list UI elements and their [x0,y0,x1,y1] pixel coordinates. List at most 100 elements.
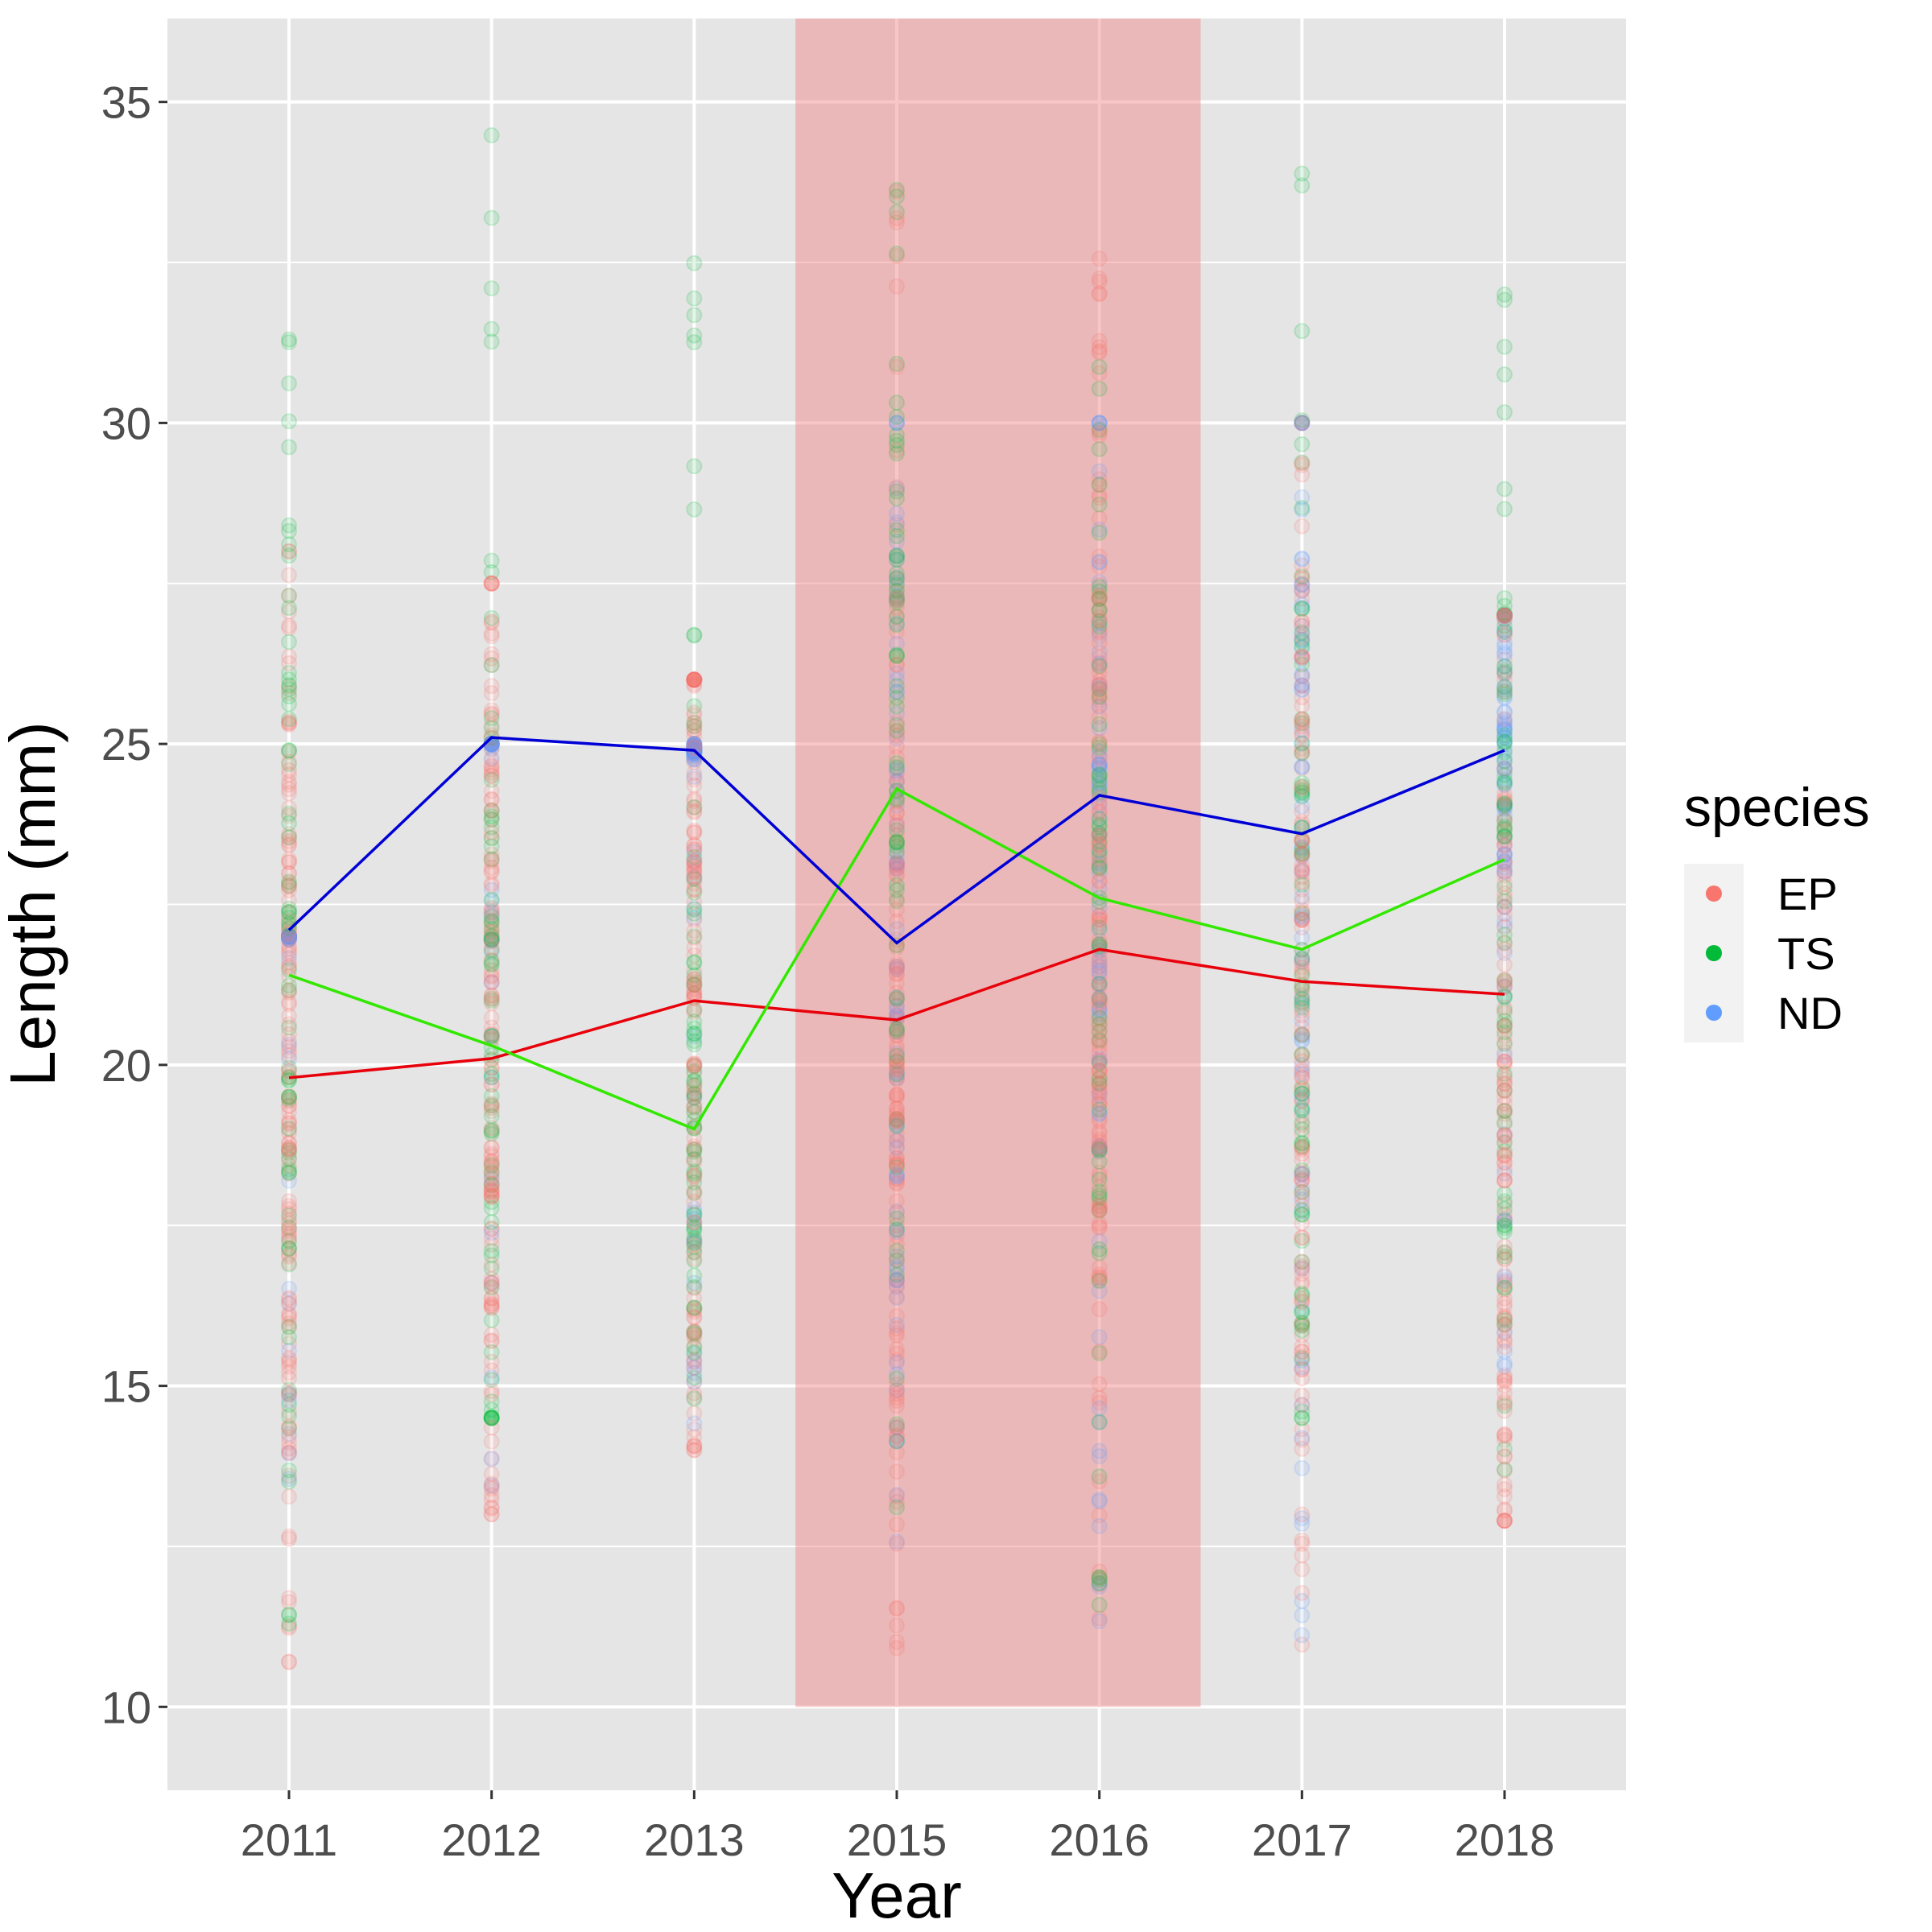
data-point-ep [1294,861,1311,878]
data-point-ep [1496,1134,1513,1151]
data-point-ep [1091,576,1108,593]
data-point-ep [1496,1372,1513,1389]
data-point-ts [1294,1350,1311,1367]
data-point-nd [1091,415,1108,431]
data-point-ep [281,829,297,846]
data-point-ts [686,1325,703,1342]
data-point-ep [1294,814,1311,831]
data-point-nd [889,683,905,700]
data-point-ts [686,1229,703,1246]
data-point-ep [686,1080,703,1097]
data-point-ep [1496,607,1513,624]
data-point-ep [281,774,297,791]
data-point-ep [686,1422,703,1439]
data-point-ep [281,1225,297,1242]
data-point-nd [1496,723,1513,740]
data-point-ts [1091,1569,1108,1586]
data-point-nd [1294,489,1311,506]
data-point-ep [1496,1238,1513,1255]
data-point-ts [1091,1575,1108,1591]
x-tick-label: 2016 [1049,1814,1150,1865]
data-point-ts [281,805,297,822]
data-point-ep [889,1272,905,1289]
data-point-ep [1091,420,1108,437]
data-point-ep [281,648,297,665]
data-point-ep [889,749,905,766]
data-point-ep [281,877,297,894]
data-point-nd [889,591,905,608]
data-point-ts [1091,819,1108,836]
data-point-ts [686,906,703,923]
data-point-nd [686,1364,703,1381]
data-point-ep [1496,760,1513,777]
data-point-ep [281,713,297,730]
data-point-ep [686,1214,703,1231]
data-point-ep [889,1057,905,1074]
data-point-ts [1294,1403,1311,1420]
data-point-ep [281,1097,297,1114]
data-point-ts [1294,1135,1311,1152]
data-point-ts [889,755,905,772]
data-point-ep [1496,1212,1513,1229]
data-point-ep [1091,1017,1108,1034]
data-point-ts [483,913,500,930]
data-point-ep [889,1111,905,1128]
data-point-ts [1294,1026,1311,1043]
data-point-ep [686,973,703,990]
data-point-ep [1496,1172,1513,1189]
data-point-nd [1294,631,1311,648]
data-point-ts [889,648,905,665]
data-point-ep [1091,601,1108,617]
data-point-nd [889,1168,905,1185]
data-point-ep [1091,1096,1108,1113]
data-point-ts [889,547,905,564]
data-point-ts [483,1199,500,1216]
data-point-ep [281,1016,297,1033]
data-point-ep [1091,1034,1108,1051]
data-point-ep [889,868,905,885]
data-point-nd [1496,638,1513,655]
data-point-ep [889,1052,905,1069]
data-point-ep [1496,1206,1513,1223]
data-point-ep [889,571,905,588]
data-point-ts [889,722,905,739]
data-point-ep [889,1193,905,1210]
data-point-ts [1091,1009,1108,1026]
data-point-ep [281,1141,297,1158]
data-point-ts [281,413,297,430]
data-point-ep [281,716,297,733]
data-point-ep [889,1175,905,1192]
data-point-ep [1294,1440,1311,1457]
data-point-nd [889,1278,905,1295]
data-point-ep [1294,1257,1311,1274]
data-point-ts [281,1088,297,1105]
data-point-ts [1091,658,1108,675]
data-point-ep [686,980,703,997]
data-point-nd [889,961,905,978]
data-point-ts [1496,1220,1513,1236]
data-point-ep [1294,1069,1311,1086]
data-point-ep [889,855,905,872]
data-point-nd [1294,640,1311,657]
data-point-ts [686,1278,703,1295]
data-point-ep [281,1228,297,1245]
data-point-ep [1294,678,1311,695]
data-point-ep [483,706,500,723]
data-point-ep [1091,978,1108,995]
data-point-ts [889,432,905,449]
data-point-ep [483,851,500,868]
data-point-ep [1496,1245,1513,1261]
data-point-ep [1294,963,1311,980]
data-point-ep [1091,835,1108,852]
data-point-ts [686,1143,703,1160]
data-point-ep [889,866,905,883]
data-point-ep [889,1037,905,1054]
data-point-ep [1091,365,1108,382]
data-point-nd [1294,1065,1311,1082]
data-point-ep [1496,1448,1513,1465]
data-point-ts [281,1329,297,1346]
data-point-ts [1496,658,1513,675]
data-point-ts [281,1462,297,1479]
data-point-ep [1496,1053,1513,1070]
data-point-ep [1496,1102,1513,1119]
